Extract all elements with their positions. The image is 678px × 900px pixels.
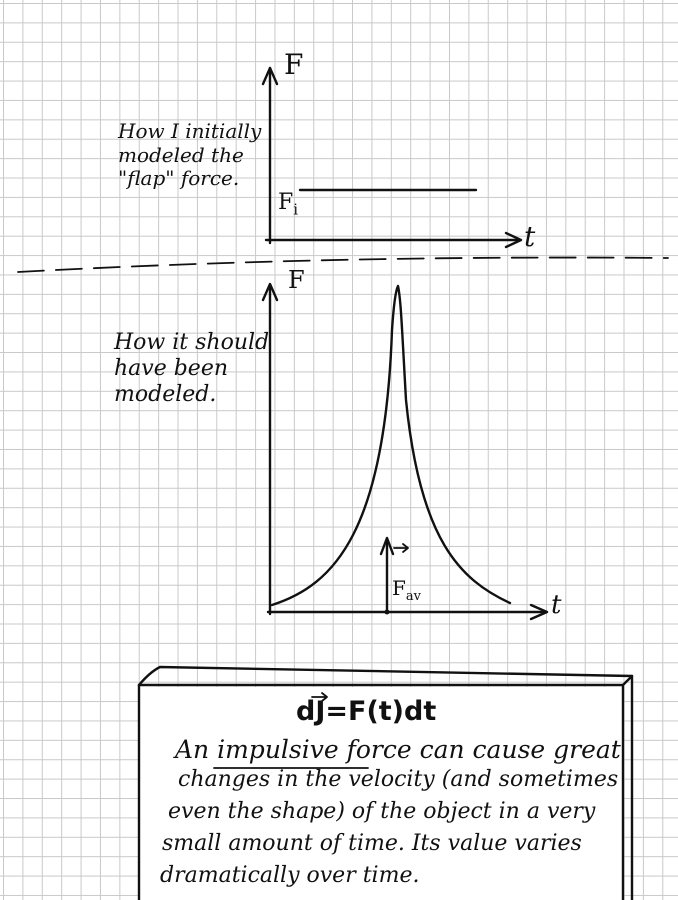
bottom-x-arrowhead: [529, 603, 549, 621]
box-line-5: dramatically over time.: [160, 863, 420, 888]
bottom-graph-axes: [261, 282, 549, 621]
top-graph-axes: [261, 66, 523, 249]
box-line-1-rest: can cause great: [411, 735, 621, 764]
box-line-1: An impulsive force can cause great: [175, 735, 621, 765]
impulse-equation: dJ=F(t)dt: [296, 696, 437, 727]
average-force-subscript: av: [405, 588, 421, 604]
dashed-divider: [17, 256, 669, 273]
average-force-label: Fav: [392, 553, 421, 604]
impulse-note-box: [139, 687, 623, 900]
top-x-arrowhead: [504, 231, 523, 249]
initial-force-label: Fi: [278, 164, 298, 219]
top-y-arrowhead: [261, 66, 279, 86]
box-line-3: even the shape) of the object in a very: [168, 799, 596, 824]
top-note: How I initially modeled the "flap" force…: [118, 119, 262, 191]
bottom-y-axis-label: F: [288, 266, 305, 294]
top-y-axis-label: F: [284, 48, 304, 81]
bottom-y-arrowhead: [261, 282, 279, 302]
top-x-axis-label: t: [524, 220, 536, 253]
box-frame: [137, 665, 634, 900]
vector-mark-fav: [393, 543, 409, 553]
bottom-note: How it should have been modeled.: [114, 330, 270, 407]
vector-mark-j: [311, 692, 328, 702]
average-force-arrow: [379, 536, 395, 615]
impulsive-force-term: impulsive force: [217, 735, 412, 764]
initial-force-subscript: i: [293, 200, 299, 219]
impulse-force-curve: [270, 284, 512, 607]
bottom-x-axis-label: t: [551, 590, 562, 620]
box-line-1-lead: An: [175, 735, 210, 764]
average-force-symbol: F: [392, 575, 406, 600]
box-line-4: small amount of time. Its value varies: [162, 831, 582, 856]
box-line-2: changes in the velocity (and sometimes: [178, 767, 619, 792]
initial-force-symbol: F: [278, 189, 294, 215]
